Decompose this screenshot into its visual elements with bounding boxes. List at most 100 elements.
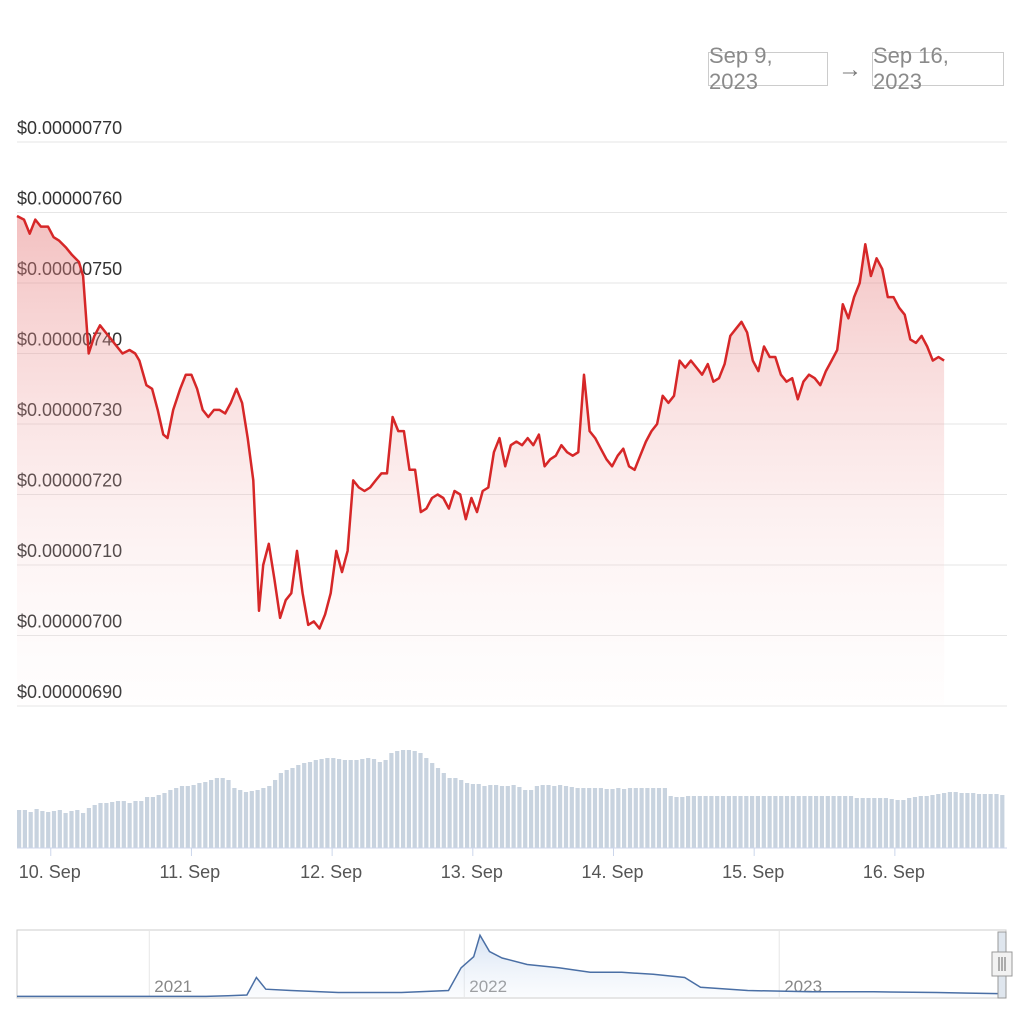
volume-bar: [17, 810, 21, 848]
volume-bar: [122, 801, 126, 848]
volume-bar: [669, 796, 673, 848]
volume-bar: [290, 768, 294, 848]
volume-bar: [174, 788, 178, 848]
volume-bar: [477, 784, 481, 848]
volume-bar: [442, 773, 446, 848]
volume-bar: [250, 791, 254, 848]
volume-bar: [139, 801, 143, 848]
volume-bar: [866, 798, 870, 848]
volume-bar: [401, 750, 405, 848]
volume-bar: [35, 809, 39, 848]
volume-bar: [186, 786, 190, 848]
volume-bar: [226, 780, 230, 848]
volume-bar: [872, 798, 876, 848]
price-series: [17, 216, 944, 706]
volume-bar: [570, 787, 574, 848]
volume-bar: [407, 750, 411, 848]
volume-bar: [936, 794, 940, 848]
volume-bar: [267, 786, 271, 848]
volume-bar: [605, 789, 609, 848]
volume-bar: [704, 796, 708, 848]
volume-bar: [354, 760, 358, 848]
volume-bar: [535, 786, 539, 848]
volume-bar: [738, 796, 742, 848]
volume-bar: [418, 753, 422, 848]
volume-bar: [733, 796, 737, 848]
volume-bar: [215, 778, 219, 848]
volume-bar: [727, 796, 731, 848]
volume-bar: [698, 796, 702, 848]
x-tick-label: 15. Sep: [722, 862, 784, 882]
volume-bar: [110, 802, 114, 848]
volume-bar: [197, 783, 201, 848]
volume-bar: [913, 797, 917, 848]
volume-bar: [104, 803, 108, 848]
volume-bar: [843, 796, 847, 848]
volume-bar: [453, 778, 457, 848]
navigator[interactable]: 202120222023: [17, 930, 1006, 998]
volume-bar: [471, 784, 475, 848]
volume-bar: [721, 796, 725, 848]
volume-bar: [907, 798, 911, 848]
volume-bar: [238, 790, 242, 848]
volume-bar: [436, 768, 440, 848]
volume-bar: [622, 789, 626, 848]
volume-bar: [977, 794, 981, 848]
volume-bar: [64, 813, 68, 848]
volume-bar: [58, 810, 62, 848]
volume-bar: [128, 803, 132, 848]
navigator-handle[interactable]: [992, 932, 1012, 998]
volume-bar: [308, 762, 312, 848]
volume-bar: [302, 763, 306, 848]
volume-bar: [901, 800, 905, 848]
volume-bar: [826, 796, 830, 848]
volume-bar: [482, 786, 486, 848]
volume-bar: [372, 759, 376, 848]
volume-bar: [279, 773, 283, 848]
volume-bar: [808, 796, 812, 848]
volume-bar: [564, 786, 568, 848]
volume-bar: [878, 798, 882, 848]
volume-bar: [500, 786, 504, 848]
navigator-year-label: 2021: [154, 977, 192, 996]
volume-bar: [930, 795, 934, 848]
volume-bar: [954, 792, 958, 848]
volume-bar: [273, 780, 277, 848]
volume-bar: [715, 796, 719, 848]
volume-bar: [587, 788, 591, 848]
price-area: [17, 216, 944, 706]
volume-bar: [384, 760, 388, 848]
volume-bar: [674, 797, 678, 848]
volume-bar: [296, 765, 300, 848]
volume-bar: [890, 799, 894, 848]
volume-bar: [459, 780, 463, 848]
volume-bar: [395, 751, 399, 848]
volume-bar: [180, 786, 184, 848]
volume-bar: [785, 796, 789, 848]
x-tick-label: 16. Sep: [863, 862, 925, 882]
volume-bar: [925, 796, 929, 848]
volume-bar: [232, 788, 236, 848]
volume-bar: [162, 793, 166, 848]
volume-bar: [98, 803, 102, 848]
volume-bar: [692, 796, 696, 848]
volume-bar: [686, 796, 690, 848]
volume-bar: [209, 780, 213, 848]
volume-bar: [488, 785, 492, 848]
volume-bar: [552, 786, 556, 848]
volume-bar: [756, 796, 760, 848]
volume-bar: [151, 797, 155, 848]
volume-bar: [256, 790, 260, 848]
volume-bar: [221, 778, 225, 848]
volume-bar: [994, 794, 998, 848]
volume-bar: [512, 785, 516, 848]
volume-bar: [116, 801, 120, 848]
x-tick-label: 11. Sep: [159, 862, 220, 882]
volume-bar: [942, 793, 946, 848]
volume-bar: [576, 788, 580, 848]
volume-bar: [628, 788, 632, 848]
volume-bar: [343, 760, 347, 848]
volume-bar: [797, 796, 801, 848]
volume-bar: [529, 790, 533, 848]
